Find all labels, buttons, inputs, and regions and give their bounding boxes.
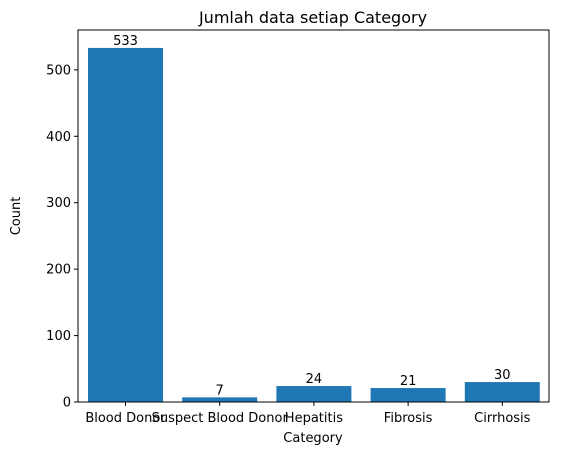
bar-value-label: 533 [113,34,138,49]
bar [370,388,446,402]
bar-value-label: 24 [306,372,323,387]
x-tick-label: Cirrhosis [474,411,530,426]
bars-group [88,47,540,402]
y-tick-label: 0 [63,396,71,411]
data-labels-group: 533 7 24 21 30 [113,34,510,398]
chart-title: Jumlah data setiap Category [198,8,427,27]
y-tick-label: 100 [46,329,71,344]
y-tick-label: 400 [46,130,71,145]
x-tick-label: Blood Donor [85,411,166,426]
bar [464,382,540,402]
x-tick-label: Fibrosis [384,411,433,426]
y-axis: 0 100 200 300 400 500 [46,63,78,411]
x-axis-label: Category [283,431,343,446]
bar-value-label: 30 [494,368,511,383]
bar [88,47,163,402]
y-tick-label: 300 [46,196,71,211]
x-tick-label: Hepatitis [285,411,343,426]
bar [276,386,352,402]
y-tick-label: 200 [46,263,71,278]
y-axis-label: Count [9,197,24,236]
x-tick-label: Suspect Blood Donor [152,411,289,426]
bar-value-label: 21 [400,374,417,389]
plot-frame [77,29,550,403]
y-tick-label: 500 [46,63,71,78]
bar-value-label: 7 [216,383,224,398]
bar [182,397,258,402]
